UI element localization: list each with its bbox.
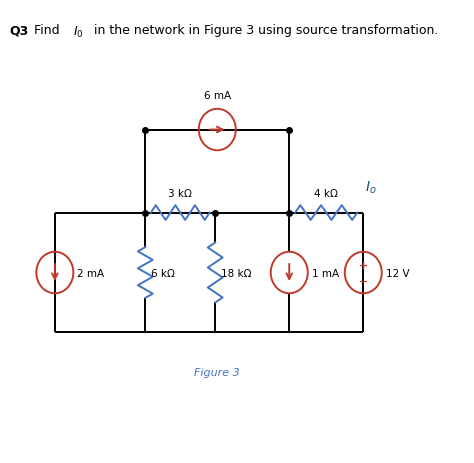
Text: Figure 3: Figure 3 [194,367,240,377]
Text: 2 mA: 2 mA [77,268,105,278]
Text: in the network in Figure 3 using source transformation.: in the network in Figure 3 using source … [90,25,438,38]
Text: +: + [359,261,368,271]
Text: $I_0$: $I_0$ [73,25,84,39]
Text: Q3: Q3 [9,25,29,38]
Text: 1 mA: 1 mA [312,268,339,278]
Text: 3 kΩ: 3 kΩ [168,188,192,198]
Text: 6 mA: 6 mA [204,90,231,100]
Text: 18 kΩ: 18 kΩ [221,268,252,278]
Text: −: − [358,276,368,286]
Text: 12 V: 12 V [386,268,410,278]
Text: 6 kΩ: 6 kΩ [152,268,175,278]
Text: Find: Find [34,25,64,38]
Text: 4 kΩ: 4 kΩ [314,188,338,198]
Text: $I_o$: $I_o$ [365,180,377,196]
